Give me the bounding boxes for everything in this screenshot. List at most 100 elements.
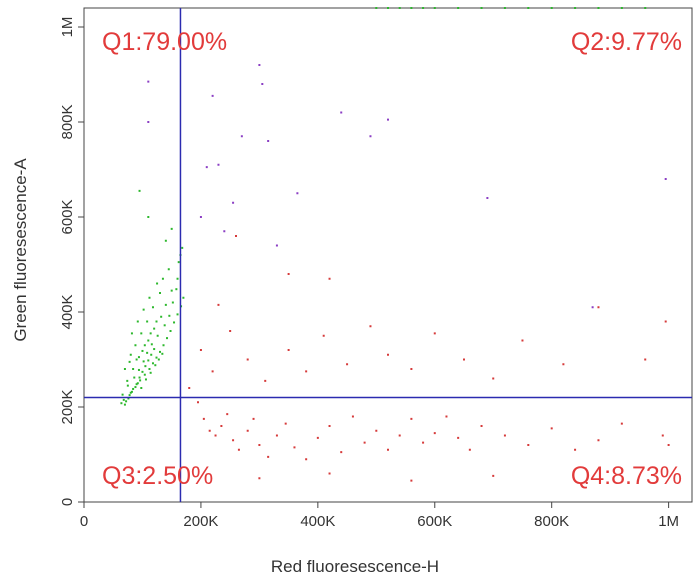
data-point [170,227,173,230]
x-tick-label: 1M [658,513,679,530]
data-point [480,7,483,9]
data-point [503,434,506,437]
quadrant-q4-label: Q4:8.73% [571,462,682,490]
data-point [144,365,147,368]
data-point [127,397,130,400]
data-point [597,7,600,9]
data-point [264,379,267,382]
data-point [369,325,372,328]
data-point [246,358,249,361]
data-point [168,314,171,317]
y-tick-label: 0 [59,498,76,506]
data-point [149,371,152,374]
data-point [144,378,147,381]
data-point [161,277,164,280]
data-point [142,360,145,363]
data-point [141,370,144,373]
y-tick-label: 200K [59,389,76,424]
data-point [182,296,185,299]
data-point [208,429,211,432]
x-axis-title: Red fluoresescence-H [271,557,439,576]
data-point [328,277,331,280]
data-point [387,448,389,451]
data-point [176,277,179,280]
data-point [226,413,229,416]
data-point [287,349,290,351]
x-tick-label: 0 [80,513,88,530]
data-point [620,422,623,425]
data-point [492,377,495,380]
data-point [574,448,577,451]
data-point [562,363,565,366]
data-point [363,441,366,444]
data-point [164,239,167,242]
data-point [163,324,166,327]
data-point [129,353,132,356]
data-point [422,7,425,9]
data-point [346,363,349,366]
data-point [375,7,378,9]
data-point [149,332,152,335]
data-point [123,368,126,370]
data-point [550,427,553,430]
data-point [527,444,530,446]
data-point [123,403,126,406]
data-point [235,235,237,237]
data-point [175,288,178,291]
data-point [275,244,278,247]
data-point [197,401,199,404]
data-point [142,308,145,311]
data-point [140,332,143,335]
data-point [138,189,141,192]
data-point [205,166,208,169]
data-point [169,330,172,332]
data-point [246,429,249,432]
data-point [159,350,161,353]
data-point [340,451,343,454]
data-point [480,425,483,427]
data-points [120,7,670,484]
data-point [223,230,226,233]
plot-area [83,7,693,503]
data-point [129,391,132,394]
data-point [170,289,173,292]
data-point [468,448,471,451]
data-point [252,417,255,420]
data-point [122,398,125,401]
data-point [597,306,600,309]
data-point [664,178,667,180]
data-point [135,383,138,386]
data-point [340,111,343,114]
data-point [375,429,378,432]
data-point [199,216,202,218]
data-point [410,479,413,482]
data-point [150,353,153,356]
y-tick-label: 1M [59,17,76,38]
data-point [644,358,647,361]
data-point [162,344,165,347]
data-point [667,444,670,446]
data-point [328,425,331,427]
data-point [128,360,131,363]
data-point [644,7,647,9]
data-point [147,339,150,342]
data-point [138,376,141,379]
data-point [160,315,163,318]
data-point [157,358,160,361]
data-point [267,455,270,458]
data-point [171,301,174,304]
data-point [433,332,436,335]
data-point [410,7,413,9]
x-axis-ticks: 0 200K 400K 600K 800K 1M [80,502,679,530]
data-point [154,364,157,367]
data-point [387,118,389,121]
data-point [398,7,401,9]
data-point [217,303,220,306]
data-point [550,7,553,9]
y-axis-ticks: 0 200K 400K 600K 800K 1M [59,17,84,506]
data-point [134,344,137,347]
data-point [148,368,151,370]
data-point [316,436,319,439]
quadrant-q2-label: Q2:9.77% [571,28,682,56]
